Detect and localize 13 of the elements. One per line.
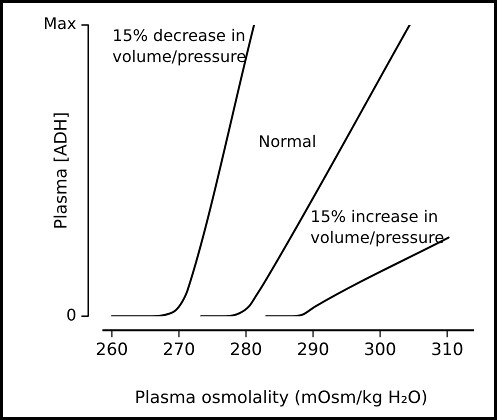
series-label: Normal xyxy=(258,132,316,152)
text: 0 xyxy=(66,305,76,324)
x-tick-label: 300 xyxy=(364,340,396,360)
series-label: 15% decrease in volume/pressure xyxy=(112,26,246,66)
series-label: 15% increase in volume/pressure xyxy=(310,207,444,248)
x-tick-label: 270 xyxy=(162,340,196,360)
x-axis-title: Plasma osmolality (mOsm/kg H₂O) xyxy=(134,388,428,408)
x-tick-label: 280 xyxy=(230,340,262,360)
x-tick-label: 310 xyxy=(430,340,464,360)
text: Max xyxy=(43,14,76,34)
x-tick-label: 290 xyxy=(296,340,330,360)
x-tick-label: 260 xyxy=(96,340,128,360)
y-axis-title: Plasma [ADH] xyxy=(52,112,72,230)
